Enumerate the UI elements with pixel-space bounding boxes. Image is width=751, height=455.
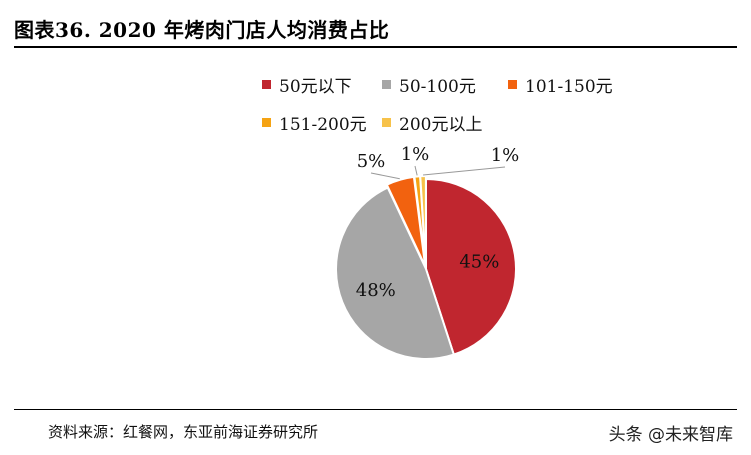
legend-swatch-2 [508, 80, 517, 89]
legend-item-1: 50-100元 [382, 72, 476, 97]
legend-label-3: 151-200元 [279, 115, 367, 135]
legend-swatch-0 [262, 80, 271, 89]
legend-label-4: 200元以上 [399, 115, 483, 135]
legend-item-4: 200元以上 [382, 110, 482, 135]
slice-label-0: 45% [459, 252, 499, 273]
legend-swatch-1 [382, 80, 391, 89]
legend-item-3: 151-200元 [262, 110, 367, 135]
legend-label-1: 50-100元 [399, 77, 476, 97]
leader-line-2 [370, 172, 400, 180]
watermark: 头条 @未来智库 [608, 425, 733, 445]
slice-label-3: 1% [401, 144, 430, 165]
leader-line-4 [423, 166, 506, 176]
pie-slice-0 [425, 177, 517, 356]
slice-label-4: 1% [491, 145, 520, 166]
slice-label-2: 5% [357, 151, 386, 172]
slice-label-1: 48% [356, 280, 396, 301]
pie-chart: 45% 48% 5% 1% 1% [335, 144, 520, 360]
legend-swatch-3 [262, 118, 271, 127]
legend-label-2: 101-150元 [525, 77, 613, 97]
legend-item-0: 50元以下 [262, 72, 352, 97]
source-note: 资料来源：红餐网，东亚前海证券研究所 [48, 423, 319, 441]
chart-title: 图表36. 2020 年烤肉门店人均消费占比 [14, 18, 390, 42]
pie-slice-1 [335, 186, 456, 360]
legend-item-2: 101-150元 [508, 72, 613, 97]
legend-swatch-4 [382, 118, 391, 127]
leader-line-3 [414, 165, 418, 176]
title-rule [14, 46, 737, 48]
footer-rule [14, 409, 737, 410]
legend-label-0: 50元以下 [279, 77, 352, 97]
pie-slice-4 [419, 174, 427, 267]
